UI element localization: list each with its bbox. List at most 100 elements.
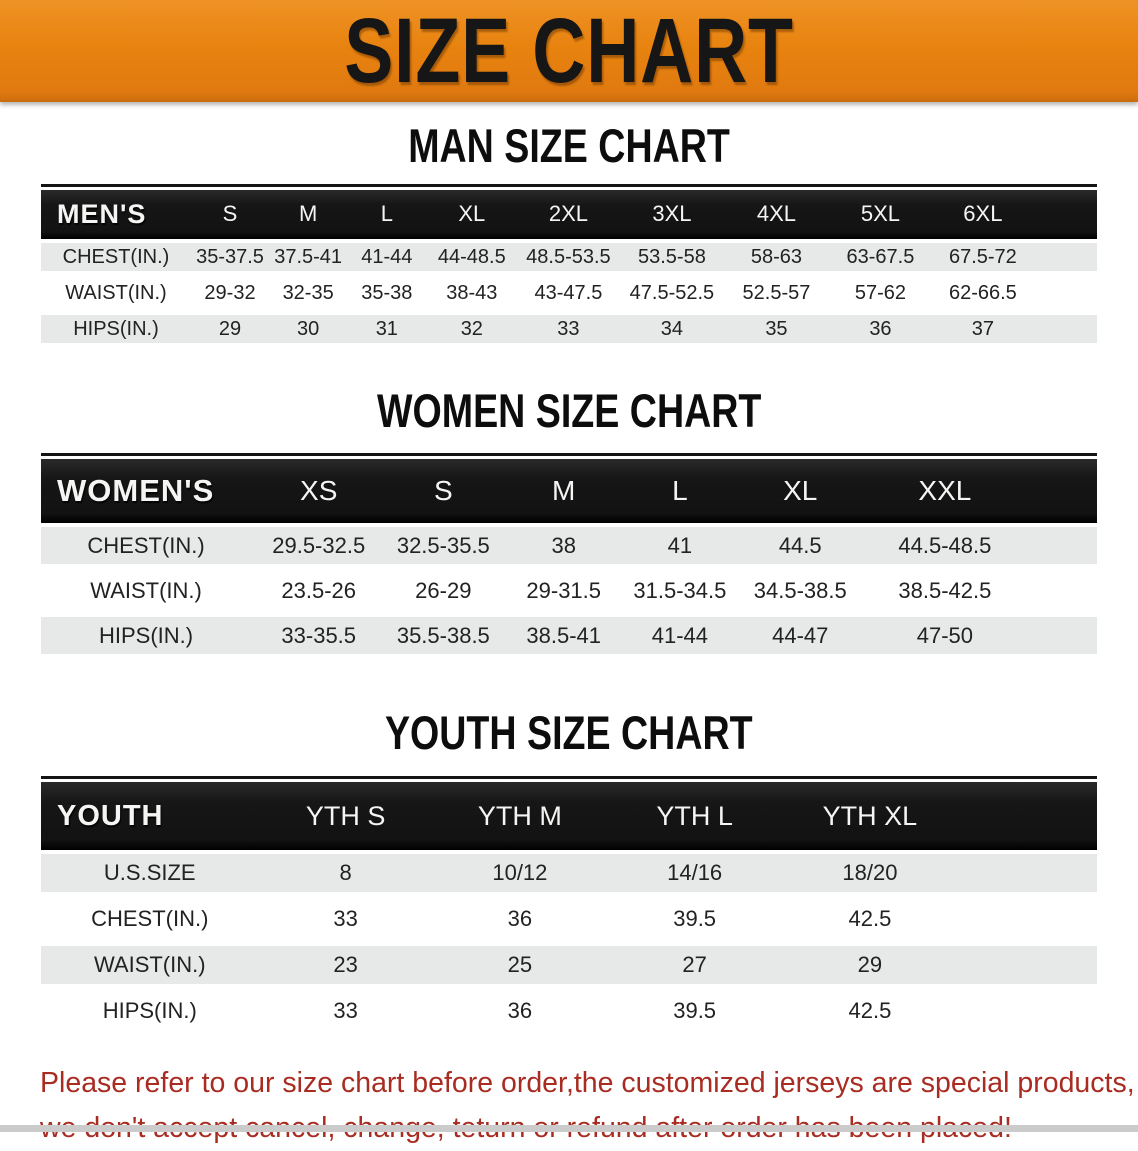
women-size-col: XL [732,459,868,524]
youth-value-cell: 39.5 [607,988,783,1035]
men-section-heading-text: MAN SIZE CHART [408,119,730,172]
men-size-col: XL [426,189,518,239]
men-value-cell: 43-47.5 [517,274,620,311]
youth-value-cell: 33 [258,988,433,1035]
men-size-col: 4XL [724,189,829,239]
youth-size-table: YOUTH YTH S YTH M YTH L YTH XL U.S.SIZE 8… [41,782,1097,1035]
women-value-cell: 35.5-38.5 [386,613,501,659]
youth-size-table-wrap: YOUTH YTH S YTH M YTH L YTH XL U.S.SIZE 8… [41,776,1097,1035]
women-header-row: WOMEN'S XS S M L XL XXL [41,459,1097,524]
youth-filler-cell [957,850,1097,897]
youth-value-cell: 39.5 [607,896,783,943]
women-value-cell: 26-29 [386,568,501,614]
men-value-cell: 57-62 [828,274,933,311]
youth-filler-cell [957,942,1097,989]
men-filler-cell [1033,238,1097,275]
women-value-cell: 44.5-48.5 [867,523,1022,569]
women-value-cell: 34.5-38.5 [732,568,868,614]
women-filler-cell [1021,568,1097,614]
bottom-edge-strip [0,1125,1138,1132]
men-header-label: MEN'S [41,189,191,239]
men-value-cell: 58-63 [724,238,829,275]
youth-value-cell: 27 [607,942,783,989]
women-filler-cell [1021,613,1097,659]
men-row-waist-in: WAIST(IN.) 29-32 32-35 35-38 38-43 43-47.5 47.… [41,274,1097,311]
men-size-col: 2XL [517,189,620,239]
youth-row-label: CHEST(IN.) [41,896,259,943]
men-filler-cell [1033,274,1097,311]
youth-filler-cell [957,988,1097,1035]
youth-row-label: HIPS(IN.) [41,988,259,1035]
men-row-label: WAIST(IN.) [41,274,191,311]
women-size-table-wrap: WOMEN'S XS S M L XL XXL CHEST(IN.) 29.5-3… [41,453,1097,659]
youth-size-col: YTH L [607,782,783,851]
women-value-cell: 38 [500,523,628,569]
men-value-cell: 30 [269,310,348,347]
men-size-col: 3XL [619,189,725,239]
women-size-col: XXL [867,459,1022,524]
women-row-hips-in: HIPS(IN.) 33-35.5 35.5-38.5 38.5-41 41-44 44-… [41,613,1097,659]
men-row-label: CHEST(IN.) [41,238,191,275]
men-size-col: 5XL [828,189,933,239]
youth-row-u-s-size: U.S.SIZE 8 10/12 14/16 18/20 [41,850,1097,897]
men-value-cell: 63-67.5 [828,238,933,275]
men-size-table: MEN'S S M L XL 2XL 3XL 4XL 5XL 6XL CHEST… [41,189,1097,347]
men-value-cell: 47.5-52.5 [619,274,725,311]
men-value-cell: 52.5-57 [724,274,829,311]
women-row-label: HIPS(IN.) [41,613,252,659]
size-chart-banner: SIZE CHART [0,0,1138,102]
men-size-col: S [190,189,270,239]
youth-row-label: U.S.SIZE [41,850,259,897]
men-value-cell: 48.5-53.5 [517,238,620,275]
men-row-hips-in: HIPS(IN.) 29 30 31 32 33 34 35 36 37 [41,310,1097,347]
men-row-label: HIPS(IN.) [41,310,191,347]
women-value-cell: 29-31.5 [500,568,628,614]
women-section-heading: WOMEN SIZE CHART [0,383,1138,437]
youth-size-col: YTH S [258,782,433,851]
youth-row-chest-in: CHEST(IN.) 33 36 39.5 42.5 [41,896,1097,943]
women-size-table: WOMEN'S XS S M L XL XXL CHEST(IN.) 29.5-3… [41,459,1097,659]
women-value-cell: 47-50 [867,613,1022,659]
men-value-cell: 37.5-41 [269,238,348,275]
women-value-cell: 44-47 [732,613,868,659]
men-value-cell: 29-32 [190,274,270,311]
women-value-cell: 41-44 [627,613,733,659]
men-value-cell: 32-35 [269,274,348,311]
youth-value-cell: 42.5 [782,988,958,1035]
women-size-col: S [386,459,501,524]
women-header-filler [1021,459,1097,524]
youth-value-cell: 25 [432,942,607,989]
men-value-cell: 35 [724,310,829,347]
men-size-col: L [347,189,427,239]
men-value-cell: 37 [932,310,1034,347]
women-value-cell: 31.5-34.5 [627,568,733,614]
men-value-cell: 34 [619,310,725,347]
men-value-cell: 31 [347,310,427,347]
youth-value-cell: 36 [432,988,607,1035]
women-value-cell: 32.5-35.5 [386,523,501,569]
youth-header-row: YOUTH YTH S YTH M YTH L YTH XL [41,782,1097,851]
men-header-filler [1033,189,1097,239]
youth-value-cell: 29 [782,942,958,989]
men-table-top-rule [41,183,1097,187]
youth-size-col: YTH M [432,782,607,851]
men-section-heading: MAN SIZE CHART [0,120,1138,172]
men-value-cell: 67.5-72 [932,238,1034,275]
women-value-cell: 33-35.5 [251,613,387,659]
women-value-cell: 29.5-32.5 [251,523,387,569]
youth-section-heading: YOUTH SIZE CHART [0,707,1138,759]
youth-value-cell: 42.5 [782,896,958,943]
women-section-heading-text: WOMEN SIZE CHART [376,383,762,437]
men-value-cell: 32 [426,310,518,347]
women-value-cell: 38.5-42.5 [867,568,1022,614]
banner-title: SIZE CHART [344,0,794,102]
women-size-col: M [500,459,628,524]
women-value-cell: 41 [627,523,733,569]
youth-value-cell: 33 [258,896,433,943]
women-size-col: XS [251,459,387,524]
youth-row-waist-in: WAIST(IN.) 23 25 27 29 [41,942,1097,989]
men-value-cell: 36 [828,310,933,347]
disclaimer-line-1: Please refer to our size chart before or… [40,1067,1135,1100]
men-value-cell: 35-37.5 [190,238,270,275]
youth-filler-cell [957,896,1097,943]
